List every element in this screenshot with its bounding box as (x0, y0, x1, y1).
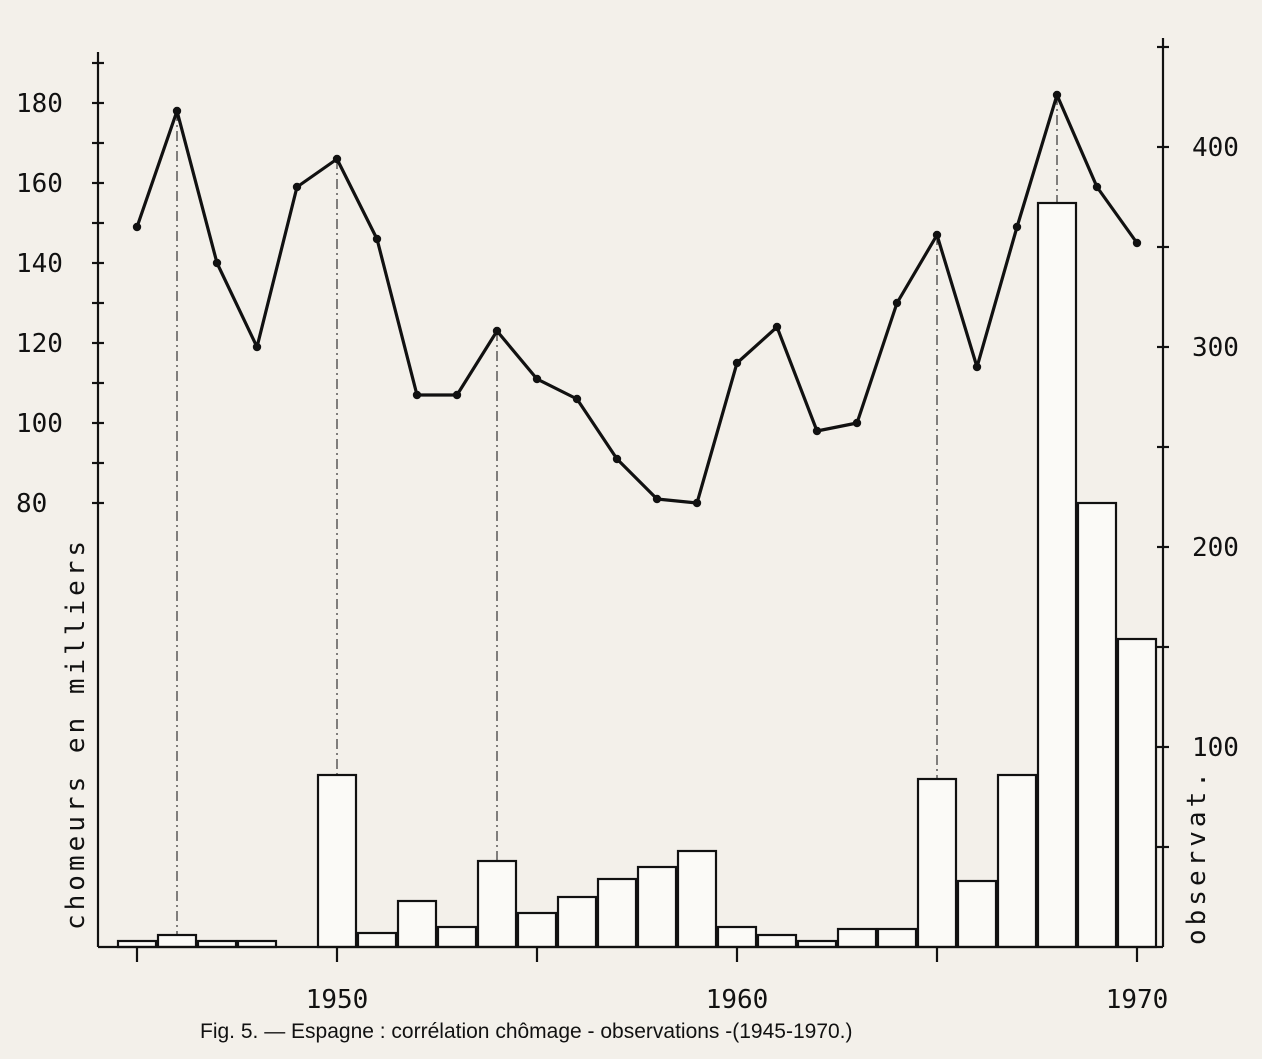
line-series (132, 90, 1142, 508)
x-tick-label: 1970 (1106, 985, 1169, 1015)
bar-1956 (556, 895, 598, 949)
line-point-1969 (1092, 182, 1102, 192)
line-point-1964 (892, 298, 902, 308)
line-point-1957 (612, 454, 622, 464)
y-right-tick-label: 200 (1192, 533, 1239, 563)
line-point-1966 (972, 362, 982, 372)
line-point-1952 (412, 390, 422, 400)
bar-1953 (436, 925, 478, 949)
bar-1954 (476, 859, 518, 949)
line-point-1960 (732, 358, 742, 368)
y-left-tick-label: 120 (16, 329, 63, 359)
bar-1966 (956, 879, 998, 949)
line-point-1948 (252, 342, 262, 352)
bar-series (116, 201, 1158, 949)
line-point-1949 (292, 182, 302, 192)
bar-1950 (316, 773, 358, 949)
bar-1961 (756, 933, 798, 949)
y-right-tick-label: 400 (1192, 133, 1239, 163)
bar-1958 (636, 865, 678, 949)
y-left-tick-label: 140 (16, 249, 63, 279)
bar-1952 (396, 899, 438, 949)
line-point-1953 (452, 390, 462, 400)
line-point-1959 (692, 498, 702, 508)
bar-1951 (356, 931, 398, 949)
line-point-1947 (212, 258, 222, 268)
line-point-1956 (572, 394, 582, 404)
line-point-1962 (812, 426, 822, 436)
y-right-axis-title: observat. (1182, 768, 1212, 945)
line-point-1954 (492, 326, 502, 336)
line-point-1951 (372, 234, 382, 244)
y-left-tick-label: 180 (16, 89, 63, 119)
bar-1959 (676, 849, 718, 949)
bar-1957 (596, 877, 638, 949)
line-point-1963 (852, 418, 862, 428)
line-point-1968 (1052, 90, 1062, 100)
x-tick-label: 1950 (306, 985, 369, 1015)
drop-lines (176, 95, 1058, 935)
line-point-1961 (772, 322, 782, 332)
line-point-1965 (932, 230, 942, 240)
bar-1963 (836, 927, 878, 949)
y-left-axis-title: chomeurs en milliers (61, 537, 91, 930)
x-tick-label: 1960 (706, 985, 769, 1015)
y-right-tick-label: 300 (1192, 333, 1239, 363)
axes (92, 38, 1169, 962)
bar-1965 (916, 777, 958, 949)
line-point-1946 (172, 106, 182, 116)
bar-1969 (1076, 501, 1118, 949)
line-point-1970 (1132, 238, 1142, 248)
line-point-1950 (332, 154, 342, 164)
line-path (135, 93, 1139, 505)
line-point-1945 (132, 222, 142, 232)
tick-labels: 80 100 120 140 160 180 100 200 300 400 1950 1960 197… (16, 89, 1239, 1015)
line-point-1958 (652, 494, 662, 504)
figure-caption: Fig. 5. — Espagne : corrélation chômage … (200, 1020, 853, 1043)
y-left-tick-label: 160 (16, 169, 63, 199)
bar-1968 (1036, 201, 1078, 949)
bar-1970 (1116, 637, 1158, 949)
bar-1964 (876, 927, 918, 949)
y-right-tick-label: 100 (1192, 733, 1239, 763)
line-point-1955 (532, 374, 542, 384)
y-left-tick-label: 80 (16, 489, 47, 519)
y-left-tick-label: 100 (16, 409, 63, 439)
line-point-1967 (1012, 222, 1022, 232)
bar-1946 (156, 933, 198, 949)
bar-1960 (716, 925, 758, 949)
bar-1955 (516, 911, 558, 949)
bar-1967 (996, 773, 1038, 949)
